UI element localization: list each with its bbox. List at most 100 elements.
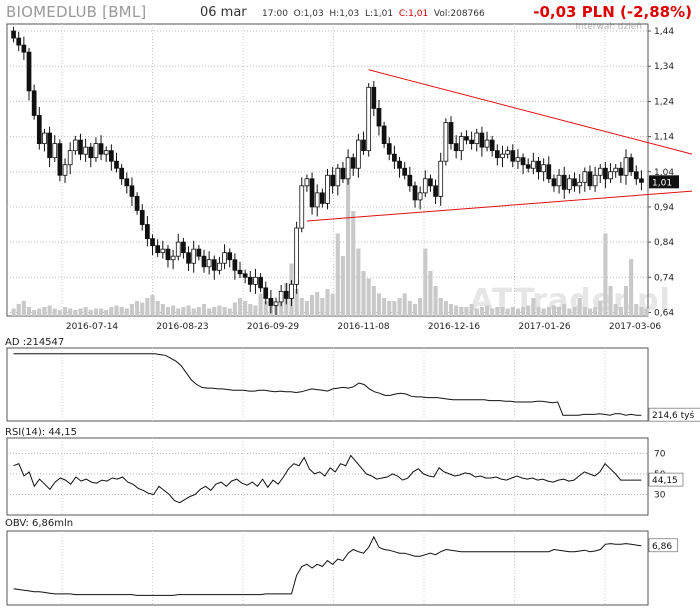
ad-panel: 214,6 tyś <box>6 347 700 422</box>
volume-bar <box>16 304 21 316</box>
volume-bar <box>21 301 26 316</box>
candle-body <box>165 248 171 261</box>
candle-body <box>587 171 593 187</box>
candle-body <box>62 164 68 176</box>
candle-body <box>376 108 382 127</box>
price-y-tick-label: 0,94 <box>654 203 674 213</box>
volume-bar <box>500 307 505 316</box>
volume-bar <box>119 307 124 316</box>
obv-panel-frame <box>6 530 649 606</box>
volume-bar <box>593 307 598 316</box>
volume-bar <box>629 259 634 316</box>
volume-bar <box>217 305 222 316</box>
volume-bar <box>526 305 531 316</box>
candle-body <box>428 178 433 187</box>
rsi-y-tick-label: 30 <box>654 490 666 500</box>
candle-body <box>289 283 294 299</box>
candle-body <box>299 185 305 229</box>
candle-body <box>258 276 263 289</box>
candle-body <box>525 164 531 169</box>
volume-bar <box>243 301 248 316</box>
candle-body <box>283 290 289 299</box>
volume-bar <box>546 307 551 316</box>
volume-bar <box>418 298 423 316</box>
candle-body <box>561 174 567 190</box>
candle-body <box>448 122 454 145</box>
volume-bar <box>510 307 515 316</box>
candle-body <box>129 185 135 197</box>
candle-body <box>294 227 299 285</box>
low-value: L:1,01 <box>364 9 394 19</box>
candle-body <box>222 252 227 264</box>
volume-bar <box>407 301 412 316</box>
volume-bar <box>490 308 495 316</box>
candle-body <box>484 139 490 148</box>
volume-value: Vol:208766 <box>433 9 485 19</box>
candle-body <box>211 259 217 271</box>
price-y-tick-label: 0,74 <box>654 273 674 283</box>
chart-header: BIOMEDLUB [BML] 06 mar 17:00 O:1,03 H:1,… <box>0 0 700 32</box>
candle-body <box>510 150 516 162</box>
volume-bar <box>83 307 88 316</box>
candle-body <box>613 167 619 173</box>
rsi-panel: 70503044,15 <box>6 437 684 516</box>
candle-body <box>31 90 37 116</box>
candle-body <box>371 86 377 109</box>
candle-body <box>273 301 279 306</box>
volume-bar <box>181 307 186 316</box>
candle-body <box>340 167 346 180</box>
volume-bar <box>78 308 83 316</box>
candle-body <box>242 273 248 278</box>
ad-last-value-box <box>648 407 700 422</box>
obv-last-value: 6,86 <box>652 542 672 552</box>
volume-bar <box>104 310 109 316</box>
candle-body <box>93 143 99 159</box>
volume-bar <box>11 308 16 316</box>
candle-body <box>618 167 624 176</box>
candle-body <box>438 160 444 197</box>
candle-body <box>36 115 42 145</box>
volume-bar <box>135 301 140 316</box>
volume-bar <box>505 308 510 316</box>
volume-bar <box>73 310 78 316</box>
volume-bar <box>356 248 361 316</box>
volume-bar <box>639 307 644 316</box>
volume-bar <box>551 305 556 316</box>
volume-bar <box>412 304 418 316</box>
high-value: H:1,03 <box>329 9 360 19</box>
volume-bar <box>294 289 299 316</box>
volume-bar <box>160 304 165 316</box>
ad-last-value: 214,6 tyś <box>652 410 694 421</box>
candle-body <box>217 262 222 271</box>
candle-body <box>494 150 500 159</box>
price-x-tick-label: 2017-03-06 <box>609 322 662 332</box>
volume-bar <box>608 286 613 316</box>
upper-trendline <box>368 69 693 155</box>
price-y-tick-label: 1,44 <box>654 27 674 37</box>
volume-bar <box>88 310 93 316</box>
open-value: O:1,03 <box>293 9 324 19</box>
candle-body <box>536 160 541 173</box>
volume-bar <box>299 298 304 316</box>
candle-body <box>160 248 166 254</box>
volume-bar <box>366 278 371 316</box>
volume-bar <box>330 293 335 316</box>
volume-bar <box>382 298 387 316</box>
candle-body <box>155 245 161 254</box>
ticker-title: BIOMEDLUB [BML] <box>6 3 147 21</box>
price-x-tick-label: 2016-12-16 <box>428 322 481 332</box>
volume-bar <box>99 308 104 316</box>
rsi-panel-frame <box>6 437 649 516</box>
rsi-series-line <box>13 454 642 504</box>
candle-body <box>345 157 351 180</box>
volume-bar <box>248 304 253 316</box>
candle-body <box>304 178 310 187</box>
candle-body <box>381 125 387 145</box>
candle-body <box>83 146 88 155</box>
candle-body <box>397 160 402 169</box>
candle-body <box>551 178 557 187</box>
volume-bar <box>479 307 484 316</box>
candle-body <box>42 132 47 145</box>
candle-body <box>21 44 27 53</box>
